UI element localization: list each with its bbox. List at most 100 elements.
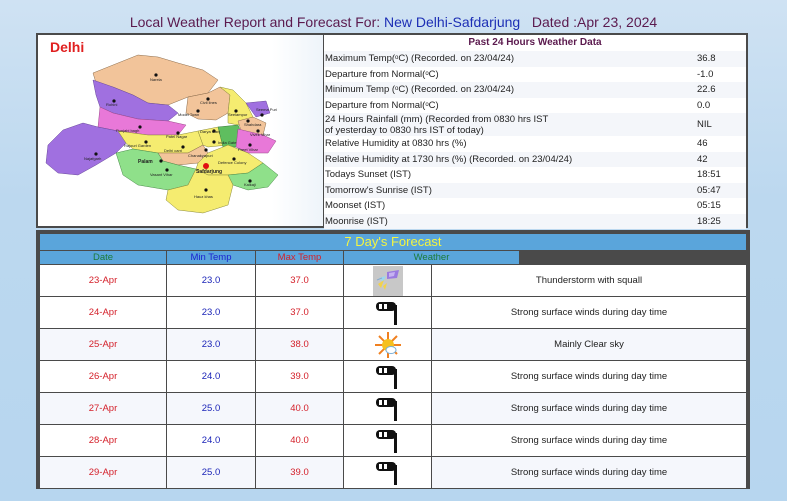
strong-wind-icon [375, 429, 397, 453]
forecast-max-temp: 39.0 [256, 457, 343, 488]
forecast-min-temp: 25.0 [167, 393, 255, 424]
strong-wind-icon [375, 365, 397, 389]
forecast-weather: Strong surface winds during day time [432, 457, 746, 488]
title-prefix: Local Weather Report and Forecast For: [129, 14, 385, 30]
forecast-rows: 23-Apr 23.0 37.0 Thunderstorm with squal… [40, 265, 746, 489]
forecast-date: 29-Apr [40, 457, 166, 488]
station-name: New Delhi-Safdarjung [384, 14, 521, 30]
svg-text:Darya Ganj: Darya Ganj [200, 129, 220, 134]
svg-text:Narela: Narela [150, 77, 163, 82]
past-24-hours-title: Past 24 Hours Weather Data [324, 35, 746, 51]
forecast-row: 29-Apr 25.0 39.0 Strong surface winds du… [40, 457, 746, 488]
max-departure-value: -1.0 [697, 68, 714, 80]
forecast-min-temp: 23.0 [167, 329, 255, 360]
moonrise-value: 18:25 [697, 215, 721, 227]
strong-wind-icon [375, 461, 397, 485]
svg-text:Civil lines: Civil lines [200, 100, 217, 105]
sunset-value: 18:51 [697, 169, 721, 181]
forecast-date: 28-Apr [40, 425, 166, 456]
strong-wind-icon [375, 301, 397, 325]
min-departure-value: 0.0 [697, 99, 711, 111]
forecast-row: 24-Apr 23.0 37.0 Strong surface winds du… [40, 297, 746, 328]
map-title: Delhi [50, 39, 85, 55]
humidity-1730-value: 42 [697, 153, 708, 165]
svg-text:India Gate: India Gate [218, 140, 237, 145]
past-24-rows: Maximum Temp(o C) (Recorded. on 23/04/24)… [324, 51, 746, 229]
forecast-table: 7 Day's Forecast Date Min Temp Max Temp … [36, 230, 750, 489]
forecast-max-temp: 40.0 [256, 393, 343, 424]
forecast-max-temp: 37.0 [256, 297, 343, 328]
svg-text:Vasant Vihar: Vasant Vihar [150, 172, 173, 177]
svg-text:Rohini: Rohini [106, 102, 117, 107]
forecast-header-row: Date Min Temp Max Temp Weather [40, 251, 746, 264]
forecast-weather: Strong surface winds during day time [432, 361, 746, 392]
row-moonset: Moonset (IST) 05:15 [324, 198, 746, 214]
thunderstorm-icon [372, 265, 403, 296]
svg-text:Patel Nagar: Patel Nagar [166, 134, 188, 139]
forecast-weather: Thunderstorm with squall [432, 265, 746, 296]
svg-text:Delhi cant: Delhi cant [164, 148, 183, 153]
svg-text:Palam: Palam [138, 159, 153, 165]
svg-text:Defence Colony: Defence Colony [218, 160, 246, 165]
row-max-departure: Departure from Normal(o C) -1.0 [324, 67, 746, 83]
forecast-date: 23-Apr [40, 265, 166, 296]
row-sunrise: Tomorrow's Sunrise (IST) 05:47 [324, 182, 746, 198]
delhi-map: Narela Rohini Model Town Civil lines Seelam… [38, 35, 324, 226]
svg-text:Najafgarh: Najafgarh [84, 156, 101, 161]
forecast-weather: Mainly Clear sky [432, 329, 746, 360]
forecast-date: 25-Apr [40, 329, 166, 360]
svg-text:Shahdara: Shahdara [244, 122, 262, 127]
report-date: Dated :Apr 23, 2024 [520, 14, 658, 30]
forecast-weather: Strong surface winds during day time [432, 425, 746, 456]
forecast-row: 23-Apr 23.0 37.0 Thunderstorm with squal… [40, 265, 746, 296]
forecast-min-temp: 23.0 [167, 297, 255, 328]
row-max-temp: Maximum Temp(o C) (Recorded. on 23/04/24)… [324, 51, 746, 67]
col-min-temp: Min Temp [167, 251, 255, 264]
svg-text:Seema Puri: Seema Puri [256, 107, 277, 112]
forecast-max-temp: 39.0 [256, 361, 343, 392]
delhi-district-map-image: Narela Rohini Model Town Civil lines Seelam… [45, 54, 279, 214]
forecast-max-temp: 37.0 [256, 265, 343, 296]
forecast-weather: Strong surface winds during day time [432, 393, 746, 424]
row-humidity-0830: Relative Humidity at 0830 hrs (%) 46 [324, 136, 746, 152]
page-title: Local Weather Report and Forecast For: N… [0, 14, 787, 30]
row-rainfall: 24 Hours Rainfall (mm) (Recorded from 08… [324, 113, 746, 136]
svg-text:Seelampur: Seelampur [228, 112, 248, 117]
row-humidity-1730: Relative Humidity at 1730 hrs (%) (Recor… [324, 151, 746, 167]
forecast-date: 26-Apr [40, 361, 166, 392]
current-conditions-panel: Narela Rohini Model Town Civil lines Seelam… [36, 33, 748, 229]
forecast-row: 27-Apr 25.0 40.0 Strong surface winds du… [40, 393, 746, 424]
col-date: Date [40, 251, 166, 264]
humidity-0830-value: 46 [697, 138, 708, 150]
forecast-row: 25-Apr 23.0 38.0 Mainly Clear sky [40, 329, 746, 360]
rainfall-value: NIL [697, 119, 712, 130]
sunrise-value: 05:47 [697, 184, 721, 196]
row-min-departure: Departure from Normal(o C) 0.0 [324, 98, 746, 114]
row-moonrise: Moonrise (IST) 18:25 [324, 213, 746, 229]
moonset-value: 05:15 [697, 200, 721, 212]
max-temp-value: 36.8 [697, 53, 716, 65]
svg-text:Vivek Vihar: Vivek Vihar [250, 132, 271, 137]
svg-text:Kalkaji: Kalkaji [244, 182, 256, 187]
forecast-title: 7 Day's Forecast [40, 234, 746, 250]
forecast-max-temp: 38.0 [256, 329, 343, 360]
safdarjung-marker [203, 163, 209, 169]
row-min-temp: Minimum Temp (o C) (Recorded. on 23/04/24… [324, 82, 746, 98]
forecast-date: 24-Apr [40, 297, 166, 328]
mainly-clear-icon [374, 331, 401, 358]
forecast-row: 26-Apr 24.0 39.0 Strong surface winds du… [40, 361, 746, 392]
svg-text:Hauz khas: Hauz khas [194, 194, 213, 199]
strong-wind-icon [375, 397, 397, 421]
svg-text:Punjabi bagh: Punjabi bagh [116, 128, 139, 133]
forecast-max-temp: 40.0 [256, 425, 343, 456]
min-temp-value: 22.6 [697, 84, 716, 96]
svg-text:Preet Vihar: Preet Vihar [238, 147, 259, 152]
svg-text:Safdarjung: Safdarjung [196, 169, 222, 175]
row-sunset: Todays Sunset (IST) 18:51 [324, 167, 746, 183]
forecast-min-temp: 24.0 [167, 425, 255, 456]
col-weather: Weather [344, 251, 519, 264]
forecast-date: 27-Apr [40, 393, 166, 424]
svg-text:Model Town: Model Town [178, 112, 199, 117]
col-max-temp: Max Temp [256, 251, 343, 264]
past-24-hours-table: Past 24 Hours Weather Data Maximum Temp(… [324, 35, 746, 229]
